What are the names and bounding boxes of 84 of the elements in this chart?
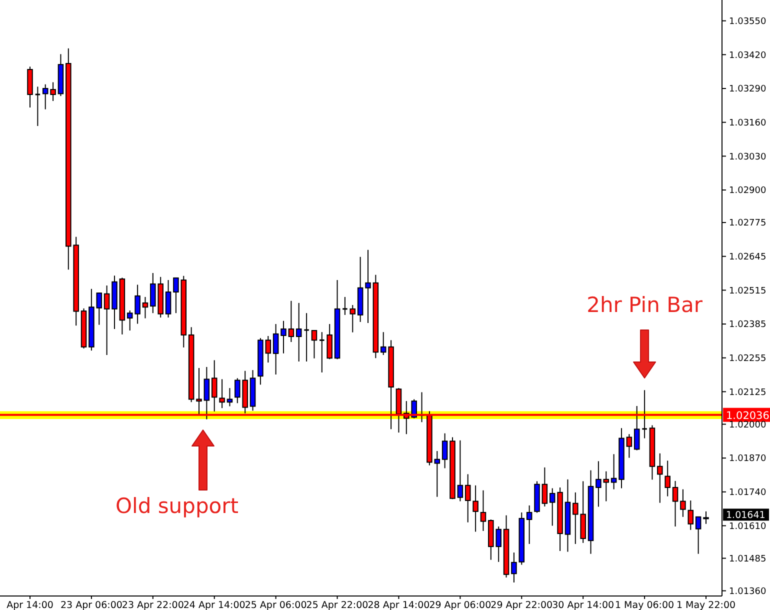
ref-line-label: 1.02036 xyxy=(726,410,770,422)
candlestick xyxy=(350,304,356,333)
y-tick-label: 1.01610 xyxy=(729,522,766,532)
candlestick xyxy=(442,432,448,469)
candlestick xyxy=(457,440,464,502)
candlestick xyxy=(634,406,640,451)
text: 1.01641 xyxy=(726,510,766,521)
x-tick-label: 23 Apr 22:00 xyxy=(122,600,184,610)
y-tick-label: 1.01740 xyxy=(729,488,766,498)
candlestick xyxy=(211,360,218,412)
candlestick xyxy=(480,490,486,532)
candlestick xyxy=(626,434,632,458)
candlestick xyxy=(641,390,648,439)
candlestick xyxy=(680,488,686,518)
y-tick-label: 1.03160 xyxy=(729,118,766,128)
candlestick xyxy=(265,336,272,364)
x-tick-label: 25 Apr 22:00 xyxy=(306,600,368,610)
candlestick xyxy=(219,378,225,409)
candlestick xyxy=(549,488,556,526)
candlestick xyxy=(318,332,326,373)
y-tick-label: 1.03420 xyxy=(729,50,766,61)
x-tick-label: 28 Apr 14:00 xyxy=(368,600,430,610)
candlestick xyxy=(280,320,286,354)
candlestick xyxy=(134,284,140,324)
candlestick xyxy=(204,366,210,420)
candlestick xyxy=(603,470,610,502)
candlestick xyxy=(703,510,709,524)
y-tick-label: 1.02125 xyxy=(729,388,766,398)
candlestick xyxy=(50,82,56,102)
candlestick xyxy=(542,466,548,507)
y-tick-label: 1.02645 xyxy=(729,252,766,263)
x-tick-label: Apr 14:00 xyxy=(6,600,54,610)
candlestick xyxy=(296,302,302,362)
candlestick xyxy=(42,84,48,110)
candlestick xyxy=(311,330,318,359)
candlestick xyxy=(342,296,348,316)
y-tick-label: 1.03030 xyxy=(729,152,766,162)
candlestick xyxy=(472,484,478,532)
candlestick xyxy=(126,310,133,332)
x-tick-label: 29 Apr 22:00 xyxy=(490,600,553,610)
candlestick xyxy=(511,552,517,583)
candlestick xyxy=(464,474,471,523)
y-tick-label: 1.03290 xyxy=(729,84,766,95)
candlestick xyxy=(326,324,332,360)
candlestick xyxy=(173,277,179,314)
annotation: 2hr Pin Bar xyxy=(586,293,703,317)
y-tick-label: 1.02255 xyxy=(729,354,766,364)
x-tick-label: 1 May 06:00 xyxy=(614,600,674,610)
candlestick xyxy=(526,504,532,544)
x-tick-label: 30 Apr 14:00 xyxy=(552,600,614,610)
candlestick xyxy=(596,460,602,508)
y-tick-label: 1.02000 xyxy=(729,420,766,430)
x-tick-label: 24 Apr 14:00 xyxy=(183,600,246,610)
candlestick xyxy=(672,480,678,528)
candlestick xyxy=(288,300,294,342)
candlestick xyxy=(272,324,279,376)
candlestick xyxy=(303,312,310,362)
candlestick xyxy=(434,450,440,498)
y-tick-label: 1.02900 xyxy=(729,186,766,196)
candlestick xyxy=(34,86,41,126)
x-tick-label: 25 Apr 06:00 xyxy=(244,600,307,610)
candlestick xyxy=(226,388,233,407)
annotation: Old support xyxy=(116,494,238,518)
y-tick-label: 1.01485 xyxy=(729,554,766,564)
candlestick xyxy=(96,292,102,326)
y-tick-label: 1.01360 xyxy=(729,586,766,597)
y-tick-label: 1.02775 xyxy=(729,218,766,229)
candlestick xyxy=(142,296,148,319)
candlestick xyxy=(365,249,371,324)
candlestick xyxy=(657,452,663,504)
x-tick-label: 1 May 22:00 xyxy=(676,600,736,610)
x-tick-label: 23 Apr 06:00 xyxy=(60,600,122,610)
y-tick-label: 1.03550 xyxy=(729,16,766,27)
candlestick xyxy=(104,285,110,356)
y-tick-label: 1.01870 xyxy=(729,454,766,464)
candlestick xyxy=(610,454,617,490)
x-tick-label: 29 Apr 06:00 xyxy=(429,600,492,610)
candlestick xyxy=(380,332,386,356)
candlestick xyxy=(688,500,694,530)
y-tick-label: 1.02515 xyxy=(729,286,766,296)
candlestick xyxy=(695,516,702,554)
y-tick-label: 1.02385 xyxy=(729,320,766,330)
candlestick xyxy=(664,460,670,497)
candlestick xyxy=(165,280,172,318)
